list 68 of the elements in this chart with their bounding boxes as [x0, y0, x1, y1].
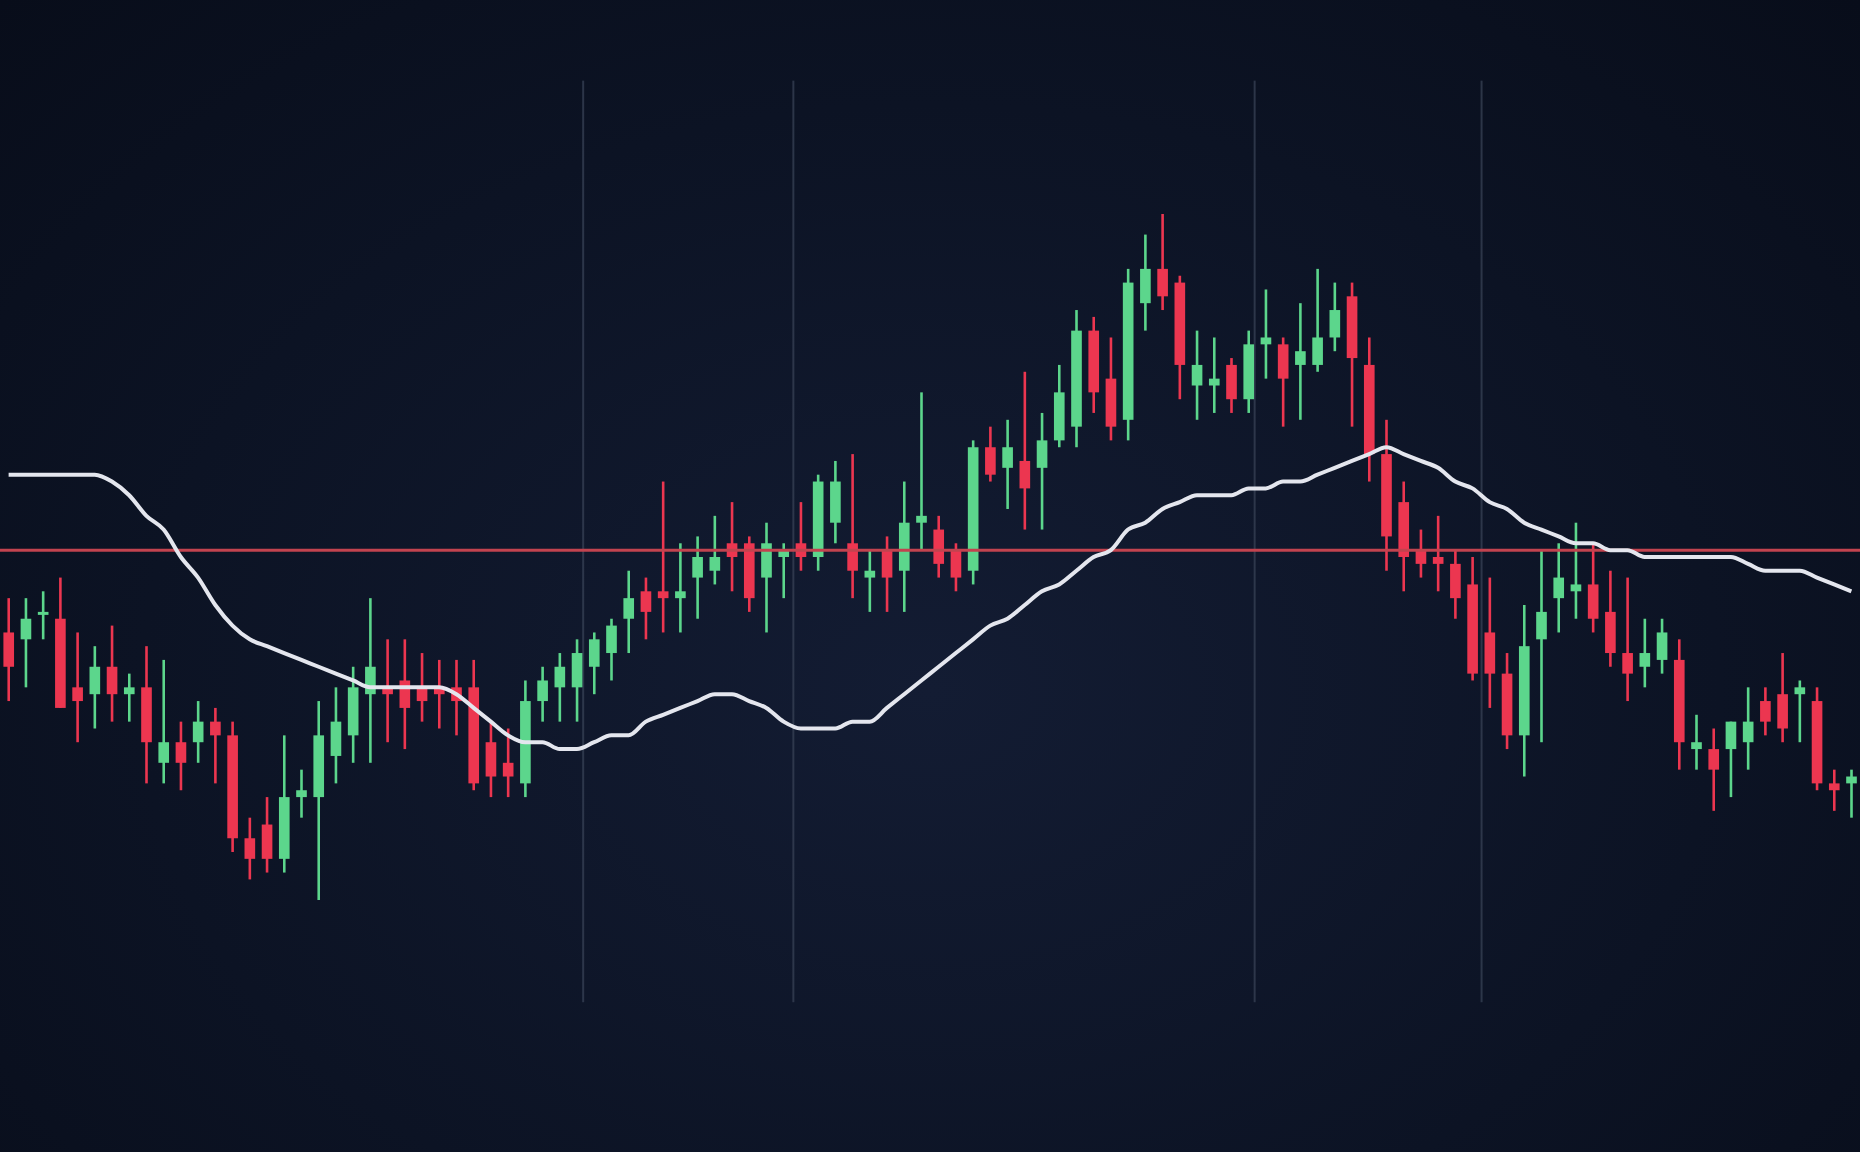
candlestick — [1536, 548, 1547, 744]
candlestick — [554, 651, 566, 723]
candlestick — [985, 425, 996, 483]
candlestick — [657, 480, 669, 634]
candlestick — [709, 514, 721, 586]
candlestick — [1725, 720, 1737, 799]
candlestick — [588, 631, 600, 696]
candlestick — [1295, 301, 1306, 422]
candlestick — [1777, 651, 1788, 744]
candlestick — [1036, 411, 1048, 531]
candlestick — [89, 644, 101, 730]
candlestick — [933, 514, 945, 579]
candlestick — [864, 548, 876, 614]
candlestick — [761, 521, 772, 634]
candlestick — [1760, 686, 1771, 737]
candlestick — [640, 576, 652, 641]
candlestick — [3, 596, 15, 703]
candlestick — [72, 631, 83, 744]
candlestick — [1639, 617, 1651, 689]
candlestick — [1846, 768, 1857, 819]
candlestick — [1329, 281, 1341, 353]
candlestick — [1260, 288, 1272, 380]
candlestick — [1002, 418, 1013, 511]
candlestick — [1312, 267, 1323, 374]
candlestick — [606, 617, 617, 682]
candlestick — [537, 665, 548, 723]
candlestick — [675, 541, 686, 634]
candlestick — [623, 569, 635, 655]
candlestick — [830, 459, 841, 545]
candlestick — [175, 720, 187, 792]
candlestick — [1794, 679, 1806, 744]
candlestick — [192, 699, 204, 765]
candlestick — [1226, 356, 1237, 415]
candlestick — [502, 727, 514, 799]
candlestick — [1828, 768, 1840, 813]
candlestick — [1570, 521, 1582, 621]
candlestick — [1622, 576, 1633, 703]
candlestick — [1656, 617, 1668, 675]
candlestick — [1157, 214, 1168, 312]
candlestick — [261, 795, 273, 874]
candlestick — [1605, 569, 1616, 669]
candlestick — [1191, 329, 1203, 422]
candlestick — [330, 686, 342, 785]
candlestick — [485, 720, 497, 799]
candlestick — [1140, 233, 1151, 332]
candlestick — [847, 452, 858, 600]
candlestick — [571, 638, 583, 723]
candlestick — [1450, 548, 1461, 621]
candlestick — [20, 596, 32, 689]
candlestick — [210, 706, 221, 785]
candlestick — [1708, 727, 1720, 813]
candlestick — [1432, 514, 1444, 593]
candlestick — [692, 535, 703, 621]
candlestick — [1553, 541, 1565, 634]
candlestick — [1691, 713, 1702, 771]
candlestick — [106, 624, 118, 723]
candlestick — [1277, 336, 1289, 428]
candlestick — [296, 768, 307, 819]
candlestick — [1019, 370, 1031, 531]
candlestick — [37, 590, 49, 641]
candlestick — [158, 658, 170, 785]
candlestick — [244, 816, 256, 881]
candlestick — [1208, 336, 1220, 415]
candlestick — [1484, 576, 1496, 710]
candlestick — [1587, 541, 1599, 634]
candlestick — [916, 391, 927, 552]
candlestick — [123, 672, 135, 723]
candlestick — [1742, 686, 1754, 771]
